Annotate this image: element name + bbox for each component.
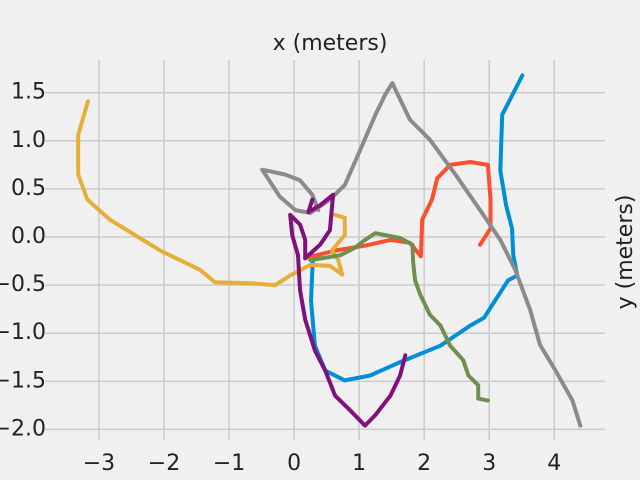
trajectory: [308, 231, 490, 403]
y-tick-label: 0.5: [11, 176, 46, 201]
y-tick-label: 1.5: [11, 80, 46, 105]
x-tick-label: 0: [287, 451, 301, 476]
y-tick-label: 1.0: [11, 128, 46, 153]
chart-title: x (meters): [273, 31, 388, 56]
y-tick-label: −1.0: [0, 320, 46, 345]
y-tick-label: −0.5: [0, 272, 46, 297]
x-tick-label: 1: [352, 451, 366, 476]
trajectory: [76, 99, 347, 288]
x-tick-label: 4: [547, 451, 561, 476]
trajectory: [288, 192, 408, 428]
y-axis-label: y (meters): [613, 195, 638, 310]
trajectory: [260, 81, 583, 428]
y-tick-label: −2.0: [0, 416, 46, 441]
trajectory: [303, 160, 493, 261]
x-tick-label: −1: [213, 451, 245, 476]
x-tick-label: −2: [148, 451, 180, 476]
x-tick-label: 2: [417, 451, 431, 476]
y-tick-label: 0.0: [11, 224, 46, 249]
grid: [45, 60, 605, 440]
y-tick-label: −1.5: [0, 368, 46, 393]
x-tick-label: 3: [482, 451, 496, 476]
x-tick-label: −3: [83, 451, 115, 476]
